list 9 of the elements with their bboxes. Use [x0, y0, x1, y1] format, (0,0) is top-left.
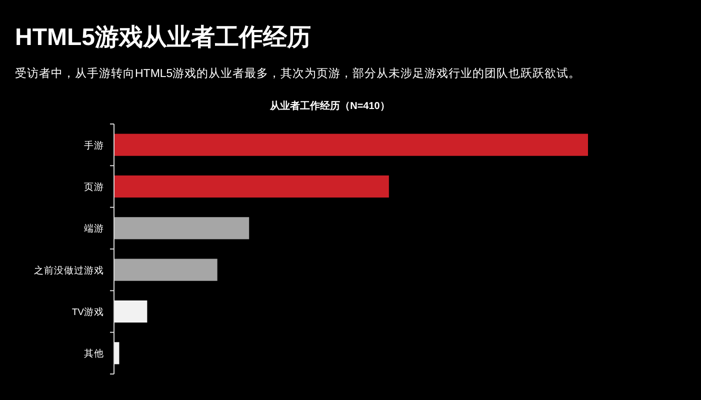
category-label: 页游 [84, 182, 104, 193]
subtitle: 受访者中，从手游转向HTML5游戏的从业者最多，其次为页游，部分从未涉足游戏行业的团队也跃跃欲试。 [15, 68, 581, 80]
title: HTML5游戏从业者工作经历 [15, 24, 311, 51]
category-label: 之前没做过游戏 [34, 265, 104, 276]
chart-title: 从业者工作经历（N=410） [270, 101, 390, 112]
category-label: TV游戏 [72, 307, 104, 318]
category-label: 手游 [84, 140, 104, 152]
category-label: 其他 [84, 348, 104, 360]
category-label: 端游 [84, 224, 104, 235]
